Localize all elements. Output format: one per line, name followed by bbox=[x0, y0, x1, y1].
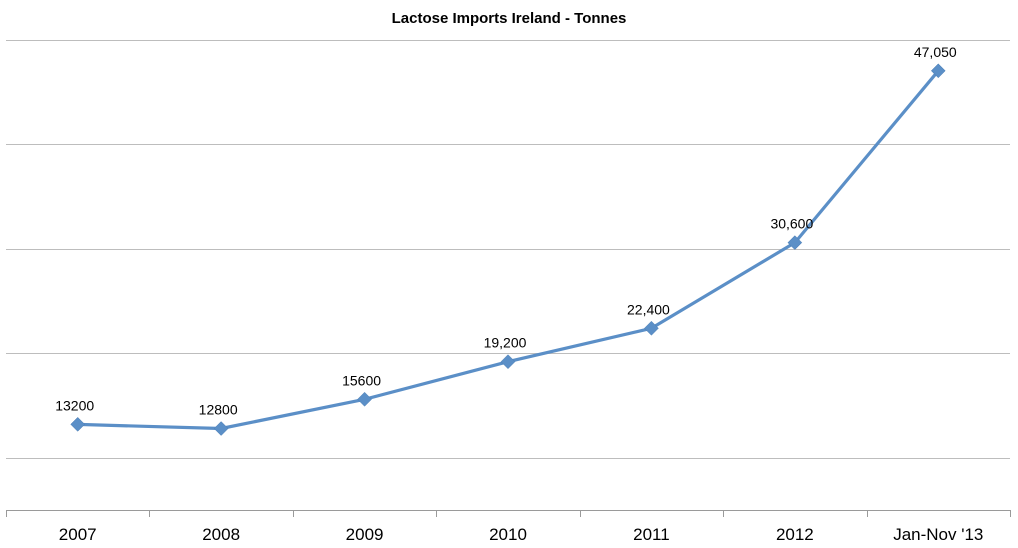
data-point-2011 bbox=[644, 320, 659, 336]
data-point-jan-nov-13 bbox=[930, 63, 946, 79]
x-axis bbox=[6, 510, 1011, 517]
gridlines bbox=[6, 40, 1010, 459]
data-point-2009 bbox=[357, 391, 372, 407]
x-tick-label-2: 2009 bbox=[346, 525, 384, 544]
data-label-5: 30,600 bbox=[770, 216, 813, 232]
data-point-2010 bbox=[500, 354, 516, 370]
x-tick-label-3: 2010 bbox=[489, 525, 527, 544]
data-point-2012 bbox=[787, 235, 803, 250]
x-tick-label-6: Jan-Nov '13 bbox=[893, 525, 983, 544]
data-label-0: 13200 bbox=[55, 397, 94, 413]
data-label-3: 19,200 bbox=[484, 335, 527, 351]
data-label-6: 47,050 bbox=[914, 44, 957, 60]
x-tick-label-1: 2008 bbox=[202, 525, 240, 544]
x-tick-labels: 2007 2008 2009 2010 2011 2012 Jan-Nov '13 bbox=[59, 525, 984, 544]
x-tick-label-0: 2007 bbox=[59, 525, 97, 544]
x-tick-label-5: 2012 bbox=[776, 525, 814, 544]
x-tick-label-4: 2011 bbox=[633, 525, 670, 544]
data-point-2007 bbox=[70, 417, 86, 432]
data-label-1: 12800 bbox=[199, 402, 238, 418]
data-label-2: 15600 bbox=[342, 372, 381, 388]
data-point-2008 bbox=[213, 421, 229, 436]
data-label-4: 22,400 bbox=[627, 301, 670, 317]
data-markers bbox=[70, 63, 946, 436]
data-labels: 13200 12800 15600 19,200 22,400 30,600 47,050 bbox=[55, 44, 957, 418]
chart-title: Lactose Imports Ireland - Tonnes bbox=[392, 10, 627, 27]
